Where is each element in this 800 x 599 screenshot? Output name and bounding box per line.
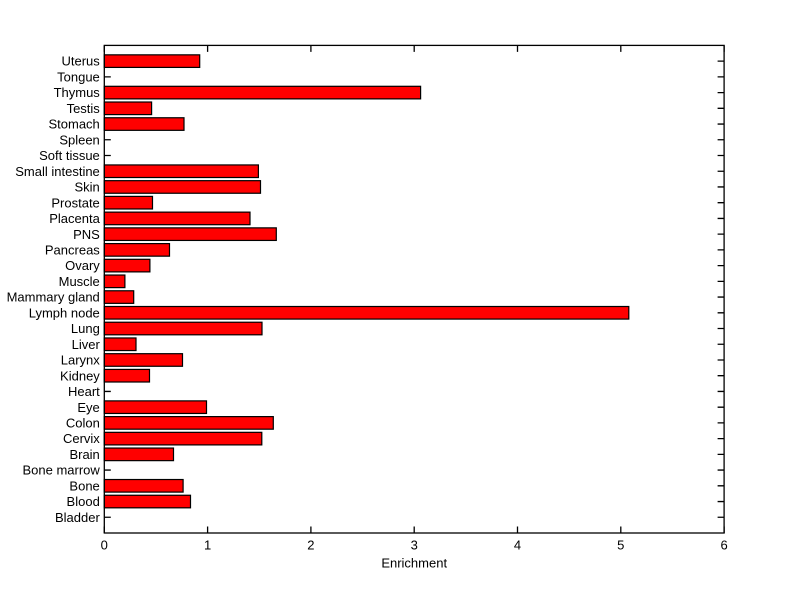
svg-text:Larynx: Larynx: [61, 353, 101, 368]
svg-text:Bladder: Bladder: [55, 510, 100, 525]
svg-text:Blood: Blood: [67, 494, 100, 509]
svg-text:Bone marrow: Bone marrow: [22, 463, 100, 478]
svg-text:Cervix: Cervix: [63, 431, 100, 446]
svg-text:Enrichment: Enrichment: [381, 555, 447, 570]
svg-text:2: 2: [307, 538, 314, 553]
svg-text:1: 1: [204, 538, 211, 553]
svg-text:3: 3: [411, 538, 418, 553]
svg-text:Spleen: Spleen: [59, 132, 99, 147]
svg-text:Pancreas: Pancreas: [45, 242, 100, 257]
svg-text:Soft tissue: Soft tissue: [39, 148, 100, 163]
svg-text:Eye: Eye: [77, 400, 99, 415]
svg-text:Prostate: Prostate: [51, 195, 99, 210]
svg-text:Mammary gland: Mammary gland: [7, 290, 100, 305]
svg-text:Thymus: Thymus: [54, 85, 101, 100]
svg-text:Stomach: Stomach: [48, 117, 99, 132]
svg-text:Liver: Liver: [72, 337, 101, 352]
svg-text:6: 6: [720, 538, 727, 553]
svg-text:Tongue: Tongue: [57, 69, 100, 84]
svg-text:Bone: Bone: [69, 478, 99, 493]
svg-text:Placenta: Placenta: [49, 211, 100, 226]
svg-text:Skin: Skin: [75, 180, 100, 195]
svg-text:0: 0: [101, 538, 108, 553]
svg-text:Testis: Testis: [67, 101, 101, 116]
svg-text:Heart: Heart: [68, 384, 100, 399]
svg-text:4: 4: [514, 538, 521, 553]
svg-text:Kidney: Kidney: [60, 368, 100, 383]
svg-text:Colon: Colon: [66, 416, 100, 431]
svg-text:5: 5: [617, 538, 624, 553]
svg-text:PNS: PNS: [73, 227, 100, 242]
svg-text:Small intestine: Small intestine: [15, 164, 100, 179]
svg-text:Lymph node: Lymph node: [29, 305, 100, 320]
svg-text:Muscle: Muscle: [59, 274, 100, 289]
svg-text:Ovary: Ovary: [65, 258, 100, 273]
svg-text:Uterus: Uterus: [62, 54, 101, 69]
svg-text:Lung: Lung: [71, 321, 100, 336]
svg-text:Brain: Brain: [69, 447, 99, 462]
